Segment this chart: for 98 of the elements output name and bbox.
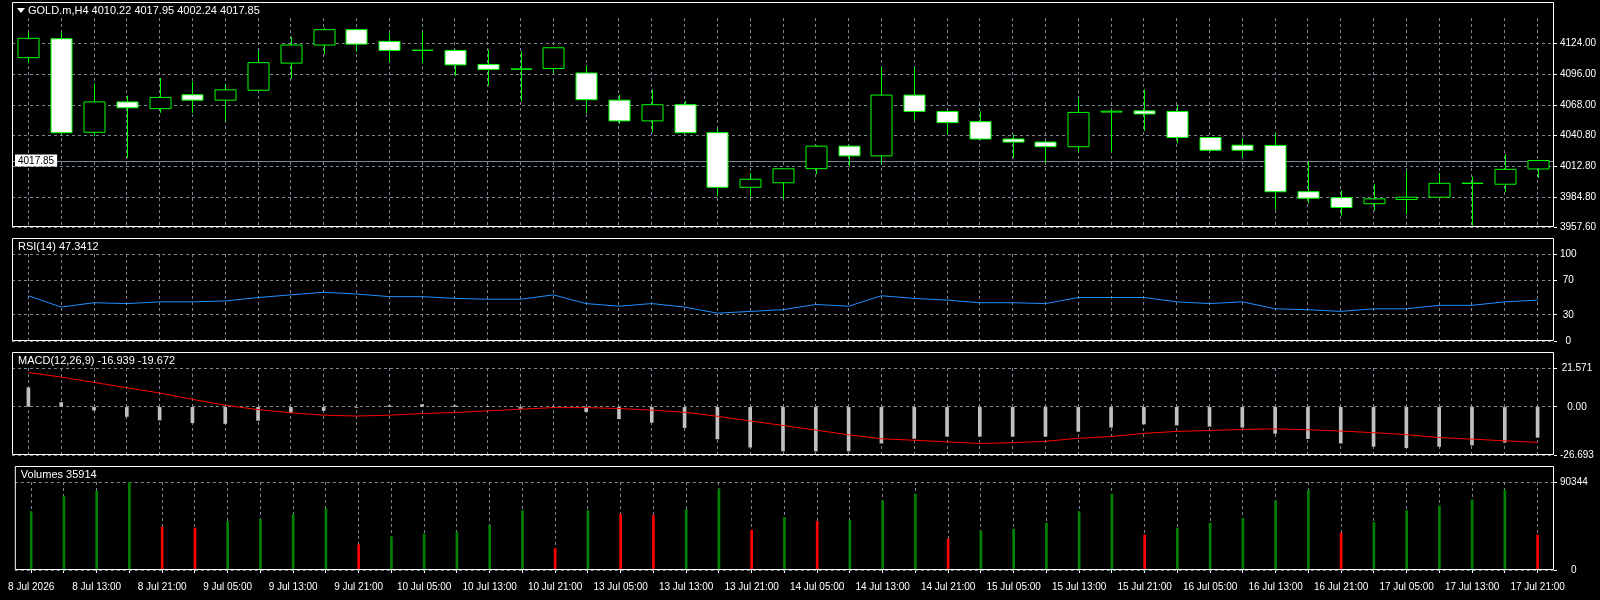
bar (488, 524, 492, 570)
bar (390, 536, 393, 570)
bar (1437, 407, 1441, 447)
chart-title: GOLD.m,H4 4010.22 4017.95 4002.24 4017.85 (28, 3, 260, 16)
bar (750, 529, 753, 570)
bar (748, 407, 753, 448)
bar (125, 407, 129, 417)
x-tick-label: 14 Jul 05:00 (789, 580, 845, 592)
bar (881, 500, 884, 570)
bar (945, 407, 949, 437)
bar (1176, 527, 1179, 570)
x-tick-label: 16 Jul 05:00 (1182, 580, 1238, 592)
chart-title: Volumes 35914 (20, 467, 97, 480)
y-tick-label: 4124.00 (1560, 37, 1597, 49)
y-tick-label: 21.571 (1561, 361, 1593, 373)
chart-title: RSI(14) 47.3412 (18, 239, 99, 252)
x-tick-label: 13 Jul 21:00 (724, 580, 780, 592)
x-tick-label: 8 Jul 21:00 (137, 580, 188, 592)
bar (95, 490, 99, 570)
y-tick-label: 4068.00 (1560, 98, 1597, 110)
ref-line-label: 4017.85 (18, 154, 55, 166)
bar (223, 407, 228, 424)
bar (1076, 407, 1081, 432)
bar (912, 407, 917, 439)
y-tick-label: 100 (1560, 247, 1578, 259)
bar (619, 514, 622, 570)
bar (160, 526, 164, 570)
x-tick-label: 14 Jul 13:00 (855, 580, 911, 592)
x-tick-label: 15 Jul 13:00 (1051, 580, 1107, 592)
bar (1240, 407, 1245, 428)
bar (1012, 528, 1015, 570)
y-tick-label: 3957.60 (1560, 220, 1597, 232)
y-tick-label: 0 (1565, 334, 1572, 346)
bar (259, 519, 262, 570)
bar (617, 407, 621, 420)
bar (92, 407, 96, 411)
bar (781, 407, 785, 452)
x-tick-label: 9 Jul 05:00 (203, 580, 253, 592)
bar (783, 517, 786, 570)
x-tick-label: 15 Jul 05:00 (986, 580, 1042, 592)
x-tick-label: 13 Jul 05:00 (593, 580, 649, 592)
y-tick-label: 3984.80 (1560, 190, 1597, 202)
bar (422, 533, 426, 570)
x-tick-label: 10 Jul 13:00 (462, 580, 518, 592)
bar (321, 407, 326, 411)
x-tick-label: 8 Jul 13:00 (72, 580, 122, 592)
bar (59, 402, 64, 407)
x-tick-label: 16 Jul 13:00 (1248, 580, 1304, 592)
bar (1306, 407, 1310, 439)
bar (1338, 407, 1343, 444)
bar (1142, 407, 1146, 425)
bar (1536, 534, 1539, 570)
bar (1045, 522, 1048, 570)
x-tick-label: 9 Jul 21:00 (334, 580, 384, 592)
bar (226, 520, 230, 570)
y-tick-label: 4012.80 (1560, 159, 1597, 171)
bar (1405, 510, 1408, 570)
x-tick-label: 8 Jul 2026 (8, 580, 55, 592)
bar (420, 404, 424, 407)
bar (521, 510, 524, 570)
x-tick-label: 17 Jul 05:00 (1379, 580, 1435, 592)
y-tick-label: 70 (1562, 273, 1575, 285)
bar (652, 515, 655, 570)
bar (1109, 407, 1113, 428)
bar (256, 407, 260, 421)
x-tick-label: 17 Jul 13:00 (1444, 580, 1500, 592)
chart-title: MACD(12,26,9) -16.939 -19.672 (18, 353, 176, 366)
y-tick-label: -26.693 (1560, 448, 1595, 460)
y-tick-label: 0.00 (1567, 400, 1588, 412)
bar (1502, 407, 1507, 443)
x-tick-label: 13 Jul 13:00 (658, 580, 714, 592)
y-tick-label: 0 (1571, 563, 1578, 575)
bar (553, 548, 557, 570)
y-tick-label: 30 (1562, 308, 1575, 320)
x-tick-label: 9 Jul 13:00 (268, 580, 319, 592)
bar (1273, 407, 1277, 434)
bar (914, 493, 917, 570)
bar (1470, 407, 1474, 446)
x-tick-label: 14 Jul 21:00 (920, 580, 976, 592)
bar (978, 407, 982, 437)
y-tick-label: 4096.00 (1560, 68, 1597, 80)
y-tick-label: 4040.80 (1560, 128, 1597, 140)
bar (813, 407, 818, 452)
x-tick-label: 15 Jul 21:00 (1117, 580, 1173, 592)
y-tick-label: 90344 (1560, 475, 1589, 487)
x-tick-label: 16 Jul 21:00 (1313, 580, 1369, 592)
bar (1438, 505, 1441, 570)
bar (649, 407, 654, 423)
bar (1174, 407, 1179, 426)
bar (357, 544, 361, 570)
x-tick-label: 10 Jul 05:00 (396, 580, 452, 592)
bar (1274, 500, 1277, 570)
x-tick-label: 17 Jul 21:00 (1510, 580, 1566, 592)
x-tick-label: 10 Jul 21:00 (527, 580, 583, 592)
bar (1143, 534, 1146, 570)
bar (291, 514, 295, 570)
bar (1307, 489, 1310, 570)
bar (29, 511, 33, 570)
